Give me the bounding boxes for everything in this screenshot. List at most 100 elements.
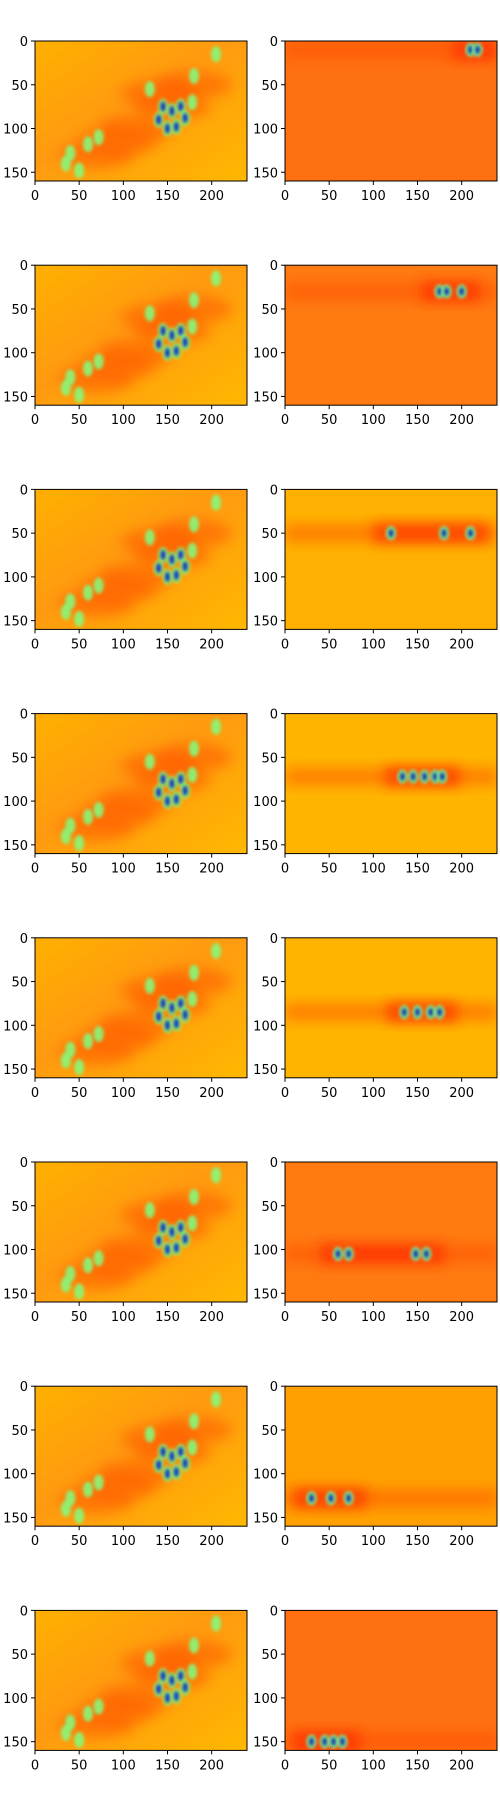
left-heatmap-spot xyxy=(74,610,85,627)
left-heatmap-spot xyxy=(187,1215,198,1232)
right-y-tick-label: 100 xyxy=(253,1019,278,1034)
right-x-tick-label: 200 xyxy=(449,637,474,652)
left-x-tick-label: 50 xyxy=(71,1310,88,1325)
right-heatmap-core xyxy=(402,1008,407,1017)
left-heatmap-spot xyxy=(187,318,198,335)
left-heatmap-core xyxy=(178,1222,184,1233)
left-heatmap-spot xyxy=(93,577,104,594)
left-heatmap-spot xyxy=(211,718,222,735)
left-heatmap-red-region xyxy=(58,140,135,169)
right-y-tick-label: 150 xyxy=(253,390,278,405)
left-y-tick-label: 150 xyxy=(3,1511,28,1526)
right-x-tick-label: 0 xyxy=(281,862,289,877)
left-x-tick-label: 100 xyxy=(111,1534,136,1549)
left-heatmap-spot xyxy=(65,817,76,834)
left-heatmap-spot xyxy=(211,46,222,63)
right-heatmap-core xyxy=(440,772,445,781)
left-heatmap-red-region xyxy=(156,1640,232,1669)
left-heatmap-spot xyxy=(189,1637,199,1654)
left-y-tick-label: 0 xyxy=(20,259,28,274)
left-heatmap-core xyxy=(156,563,162,574)
left-heatmap-spot xyxy=(187,766,198,783)
left-frame xyxy=(34,713,248,855)
right-y-tick-label: 150 xyxy=(253,166,278,181)
left-y-tick-label: 50 xyxy=(11,976,28,991)
right-heatmap-background xyxy=(285,41,497,181)
left-heatmap-core xyxy=(169,778,175,789)
right-x-tick-label: 150 xyxy=(405,637,430,652)
right-y-tick-label: 50 xyxy=(261,1648,278,1663)
left-heatmap-core xyxy=(165,1468,170,1479)
left-heatmap-panel: 0 50 100 150 200 0 50 100 150 xyxy=(3,483,248,652)
left-heatmap-red-region xyxy=(156,70,232,99)
right-y-tick-label: 100 xyxy=(253,123,278,138)
left-heatmap-core xyxy=(178,1671,184,1682)
left-heatmap-red-region xyxy=(156,967,232,996)
right-x-tick-label: 50 xyxy=(321,1758,338,1773)
left-heatmap-spot xyxy=(144,1202,155,1219)
left-heatmap-core xyxy=(156,1235,162,1246)
right-x-tick-label: 100 xyxy=(361,1534,386,1549)
left-heatmap-spot xyxy=(74,386,85,403)
left-y-tick-label: 0 xyxy=(20,1380,28,1395)
left-heatmap-panel: 0 50 100 150 200 0 50 100 150 xyxy=(3,259,248,428)
left-x-tick-label: 50 xyxy=(71,862,88,877)
right-heatmap-hot-band xyxy=(373,523,489,544)
left-x-tick-label: 100 xyxy=(111,862,136,877)
left-x-tick-label: 0 xyxy=(31,1086,39,1101)
left-heatmap-spot xyxy=(211,1167,222,1184)
right-heatmap-core xyxy=(331,1737,336,1746)
left-heatmap-spot xyxy=(65,369,76,386)
right-frame xyxy=(284,937,498,1079)
right-x-tick-label: 100 xyxy=(361,189,386,204)
left-heatmap-core xyxy=(160,1446,166,1457)
left-heatmap-core xyxy=(156,114,162,125)
left-x-tick-label: 50 xyxy=(71,1758,88,1773)
left-x-tick-label: 150 xyxy=(155,1310,180,1325)
left-heatmap-red-region xyxy=(156,294,232,323)
right-y-tick-label: 150 xyxy=(253,1511,278,1526)
right-heatmap-panel: 0 50 100 150 200 0 50 100 150 xyxy=(253,708,498,877)
left-x-tick-label: 50 xyxy=(71,189,88,204)
left-heatmap-red-region xyxy=(156,743,232,772)
left-heatmap-spot xyxy=(187,1663,198,1680)
left-y-tick-label: 0 xyxy=(20,483,28,498)
right-frame xyxy=(284,488,498,630)
right-heatmap-core xyxy=(335,1249,341,1258)
left-frame xyxy=(34,264,248,406)
left-heatmap-spot xyxy=(93,1250,104,1267)
left-x-tick-label: 200 xyxy=(199,413,224,428)
right-frame xyxy=(284,264,498,406)
left-x-tick-label: 100 xyxy=(111,637,136,652)
left-x-tick-label: 150 xyxy=(155,189,180,204)
left-y-tick-label: 0 xyxy=(20,708,28,723)
right-x-tick-label: 50 xyxy=(321,1534,338,1549)
right-heatmap-core xyxy=(400,772,405,781)
left-frame xyxy=(34,488,248,630)
left-heatmap-core xyxy=(173,121,179,132)
left-heatmap-spot xyxy=(65,593,76,610)
right-y-tick-label: 150 xyxy=(253,615,278,630)
left-heatmap-core xyxy=(173,1466,179,1477)
left-heatmap-spot xyxy=(144,81,155,98)
left-frame xyxy=(34,1385,248,1527)
left-heatmap-panel: 0 50 100 150 200 0 50 100 150 xyxy=(3,1380,248,1549)
left-heatmap-core xyxy=(169,1451,175,1462)
left-heatmap-spot xyxy=(187,1439,198,1456)
right-heatmap-core xyxy=(309,1494,314,1503)
left-heatmap-spot xyxy=(83,136,93,153)
left-heatmap-core xyxy=(173,345,179,356)
left-heatmap-core xyxy=(165,1692,170,1703)
right-heatmap-core xyxy=(322,1737,327,1746)
right-y-tick-label: 50 xyxy=(261,751,278,766)
left-x-tick-label: 100 xyxy=(111,1758,136,1773)
right-heatmap-panel: 0 50 100 150 200 0 50 100 150 xyxy=(253,259,498,428)
right-x-tick-label: 50 xyxy=(321,413,338,428)
left-heatmap-spot xyxy=(189,740,199,757)
right-x-tick-label: 100 xyxy=(361,1310,386,1325)
right-heatmap-panel: 0 50 100 150 200 0 50 100 150 xyxy=(253,1156,498,1325)
left-heatmap-core xyxy=(178,1446,184,1457)
right-x-tick-label: 150 xyxy=(405,413,430,428)
left-heatmap-spot xyxy=(65,145,76,161)
